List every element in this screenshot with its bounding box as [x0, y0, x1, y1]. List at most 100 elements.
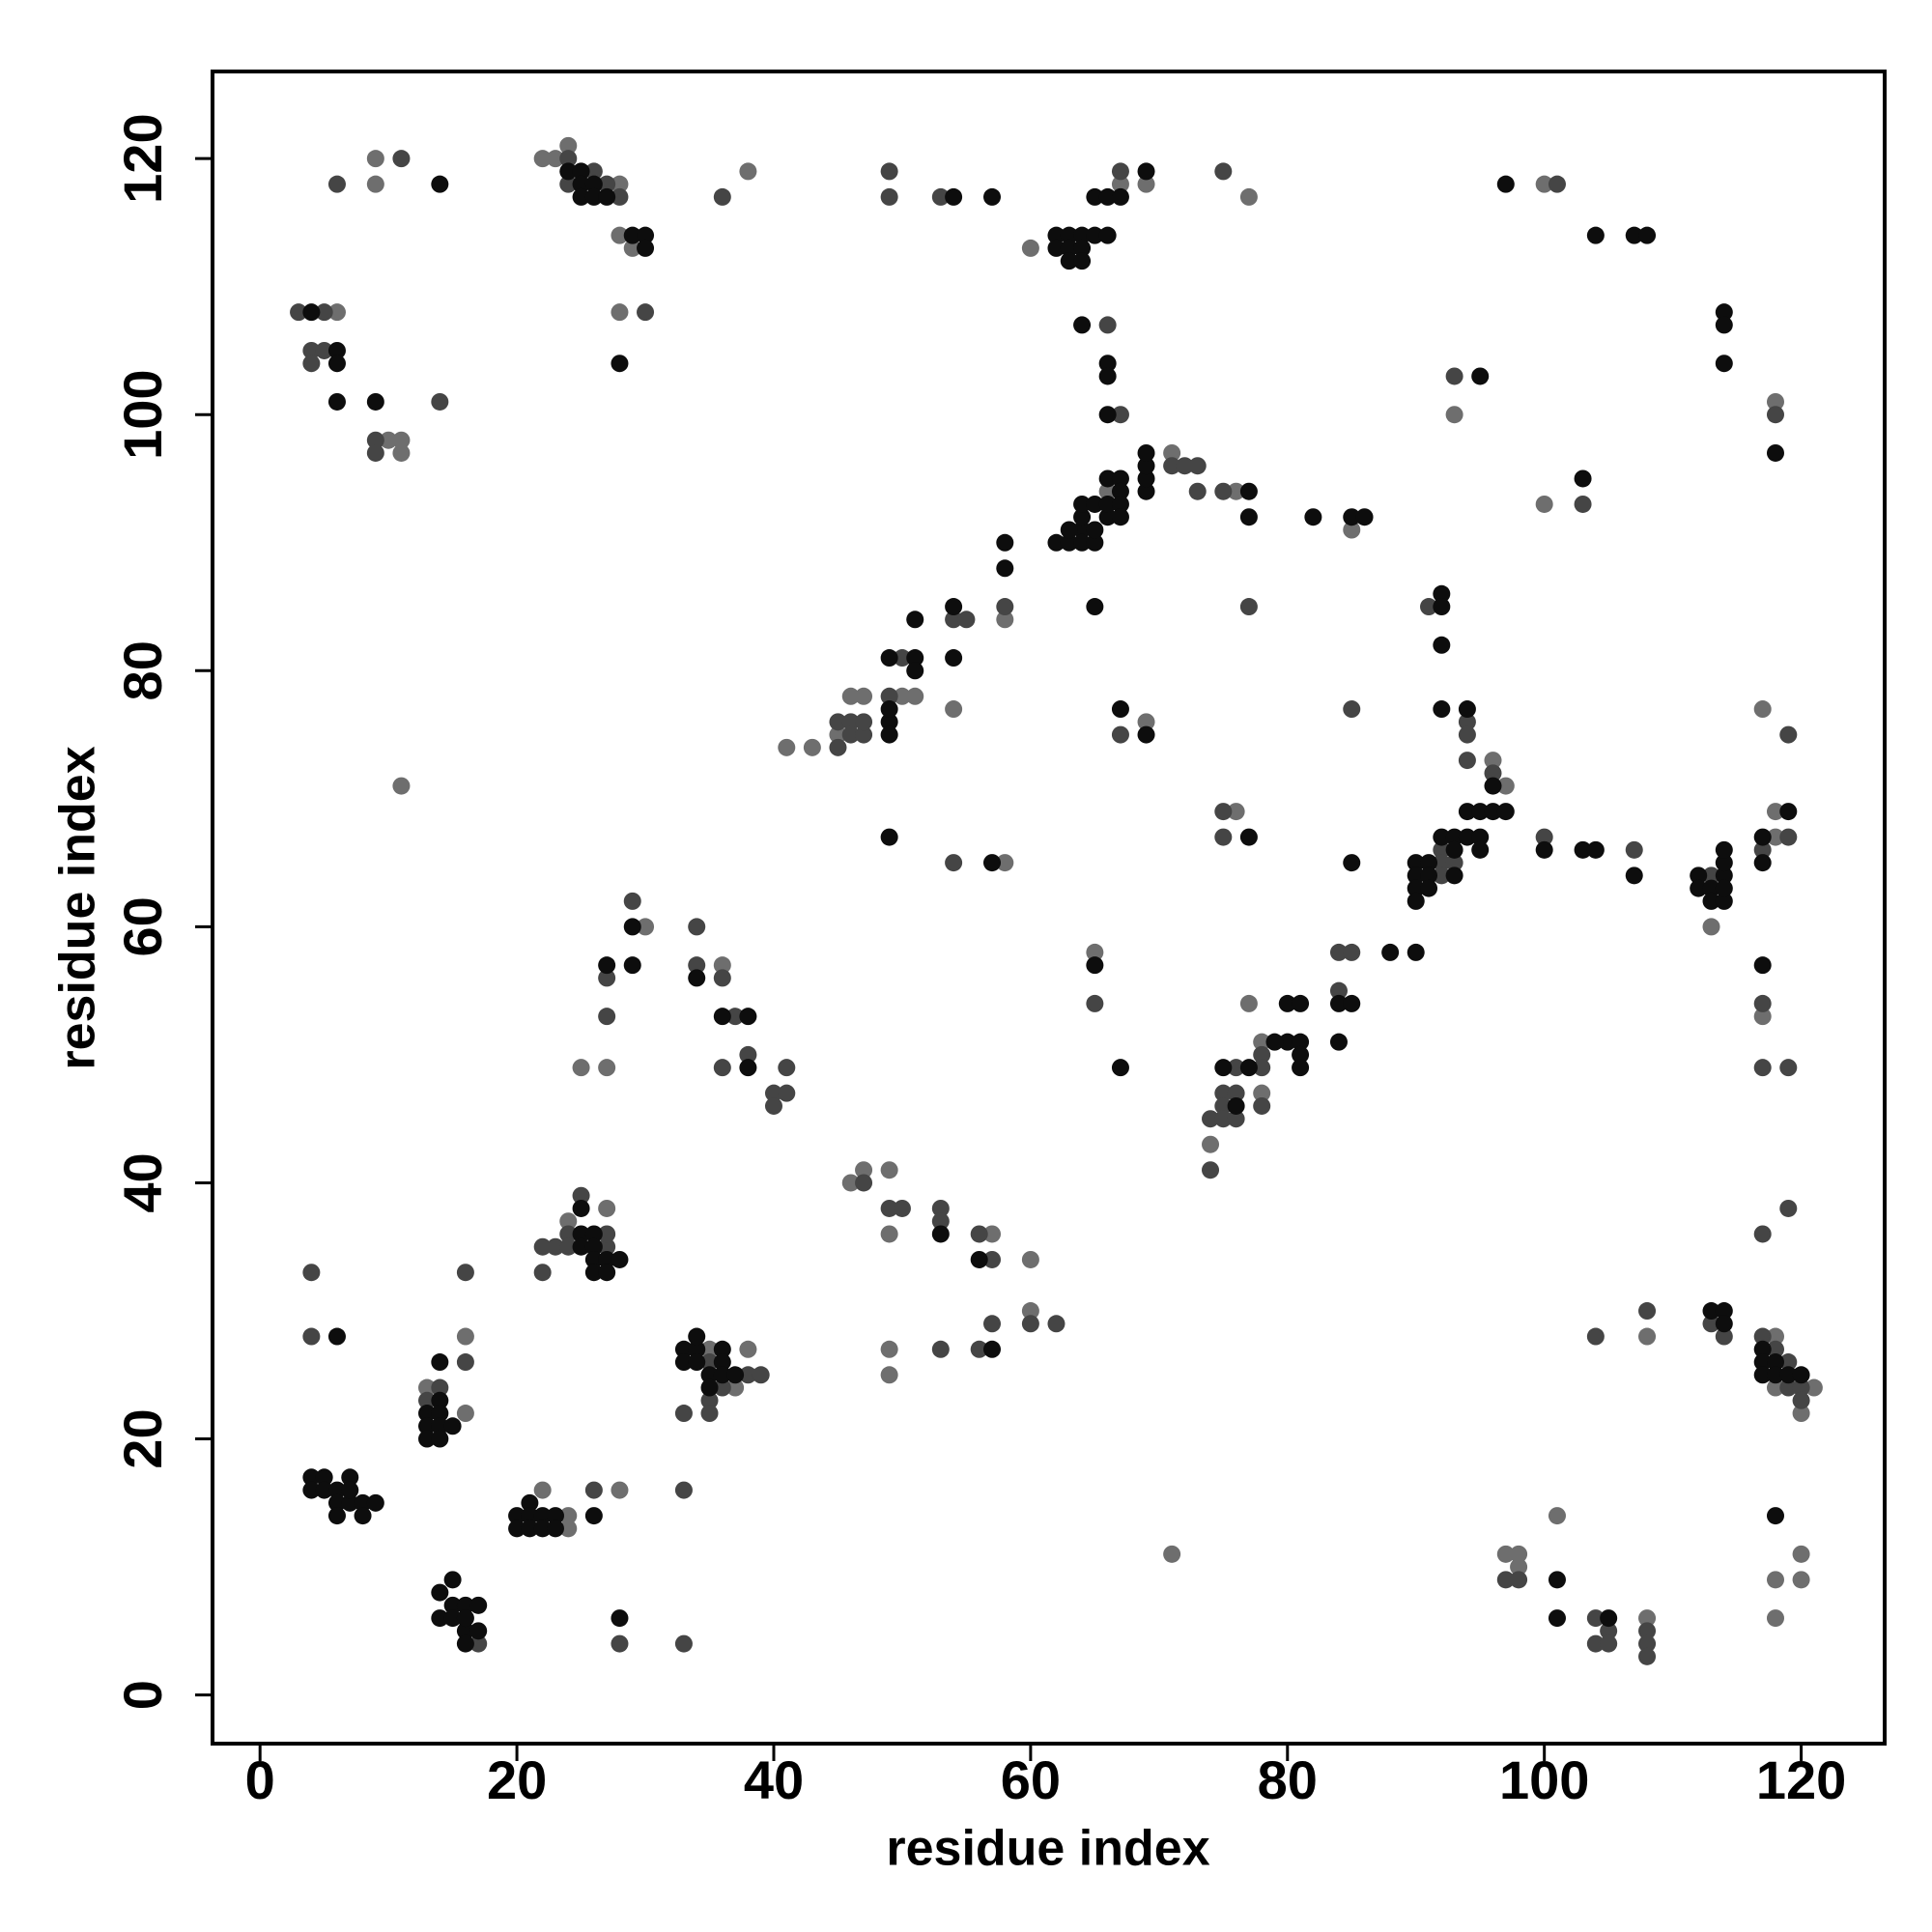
point: [1715, 316, 1733, 334]
point: [456, 1609, 474, 1628]
point: [598, 1225, 616, 1243]
point: [880, 713, 898, 731]
point: [688, 918, 706, 936]
point: [559, 1520, 578, 1538]
point: [315, 303, 333, 322]
point: [623, 892, 641, 910]
point: [893, 1199, 911, 1217]
point: [855, 1174, 873, 1192]
point: [327, 303, 346, 322]
point: [611, 1481, 629, 1499]
point: [713, 187, 731, 206]
point: [1766, 1353, 1784, 1372]
point: [1111, 508, 1129, 526]
point: [1458, 828, 1476, 846]
point: [1111, 700, 1129, 719]
point: [354, 1493, 372, 1512]
point: [1214, 1110, 1233, 1128]
point: [1510, 1571, 1528, 1589]
point: [1702, 1315, 1720, 1333]
point: [1098, 367, 1117, 385]
point: [1510, 1545, 1528, 1563]
point: [700, 1378, 719, 1397]
point: [1753, 1327, 1772, 1346]
point: [752, 1366, 770, 1384]
point: [1343, 521, 1361, 539]
point: [366, 431, 384, 449]
x-tick-label: 0: [245, 1749, 275, 1810]
point: [1329, 1033, 1348, 1051]
point: [302, 303, 321, 322]
point: [1073, 226, 1092, 244]
point: [1227, 803, 1245, 821]
point: [880, 725, 898, 744]
point: [1086, 533, 1104, 552]
point: [1214, 828, 1233, 846]
point: [302, 341, 321, 359]
point: [1715, 1327, 1733, 1346]
point: [418, 1378, 437, 1397]
point: [1060, 239, 1078, 257]
point: [546, 1237, 564, 1256]
point: [1753, 854, 1772, 872]
point: [1779, 1353, 1798, 1372]
point: [1227, 1096, 1245, 1115]
point: [469, 1622, 488, 1640]
point: [366, 1493, 384, 1512]
point: [1343, 508, 1361, 526]
point: [1766, 392, 1784, 411]
point: [1715, 355, 1733, 373]
point: [983, 854, 1002, 872]
point: [1278, 1033, 1296, 1051]
point: [1766, 803, 1784, 821]
point: [598, 175, 616, 193]
point: [739, 1008, 757, 1026]
point: [1715, 1302, 1733, 1321]
point: [1355, 508, 1374, 526]
point: [418, 1417, 437, 1435]
point: [1715, 854, 1733, 872]
point: [1111, 175, 1129, 193]
point: [637, 303, 655, 322]
point: [700, 1366, 719, 1384]
point: [713, 1353, 731, 1372]
point: [572, 175, 590, 193]
point: [1600, 1634, 1618, 1653]
point: [1420, 867, 1438, 885]
point: [1548, 175, 1566, 193]
point: [584, 162, 603, 181]
point: [1779, 1059, 1798, 1077]
point: [893, 649, 911, 668]
point: [996, 533, 1014, 552]
point: [431, 1417, 449, 1435]
point: [983, 1315, 1002, 1333]
point: [1471, 840, 1490, 859]
point: [880, 828, 898, 846]
point: [1406, 892, 1425, 910]
point: [778, 1059, 796, 1077]
point: [1214, 1084, 1233, 1102]
point: [674, 1481, 693, 1499]
point: [456, 1634, 474, 1653]
point: [611, 1609, 629, 1628]
point: [739, 1059, 757, 1077]
point: [1137, 725, 1155, 744]
point: [855, 1161, 873, 1179]
point: [931, 1212, 950, 1231]
point: [739, 162, 757, 181]
point: [674, 1405, 693, 1423]
point: [906, 687, 924, 705]
point: [1060, 521, 1078, 539]
point: [572, 1237, 590, 1256]
point: [931, 1225, 950, 1243]
point: [1343, 943, 1361, 961]
x-tick-label: 20: [487, 1749, 547, 1810]
point: [1343, 854, 1361, 872]
point: [1098, 482, 1117, 500]
point: [1111, 469, 1129, 488]
point: [1188, 457, 1207, 475]
point: [1304, 508, 1322, 526]
point: [855, 687, 873, 705]
point: [996, 559, 1014, 578]
point: [1086, 943, 1104, 961]
